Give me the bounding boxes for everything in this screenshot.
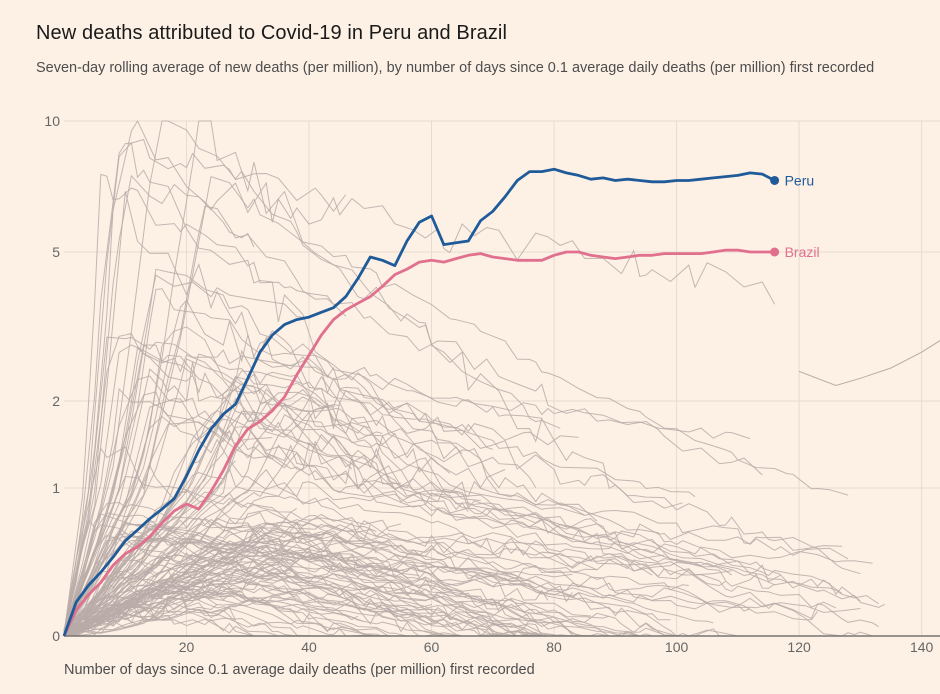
country-line [64, 528, 879, 635]
x-tick-label: 40 [301, 639, 317, 655]
series-end-dot-peru [770, 175, 780, 185]
country-line [63, 391, 451, 637]
country-line [63, 512, 873, 631]
background-country-lines [63, 119, 940, 637]
country-line [63, 589, 304, 637]
x-tick-label: 80 [546, 639, 562, 655]
y-tick-label: 5 [52, 244, 60, 260]
country-line [63, 274, 316, 637]
country-line [63, 585, 365, 637]
country-line [63, 531, 689, 637]
country-line [63, 397, 843, 635]
country-line [63, 268, 463, 636]
country-line [63, 409, 879, 633]
x-axis-label: Number of days since 0.1 average daily d… [64, 662, 535, 678]
axes: 0 1 2 5 10 20 40 60 80 100 120 140 [44, 113, 940, 655]
country-line [63, 564, 591, 637]
country-line [63, 361, 537, 637]
country-line [63, 175, 849, 637]
country-line [798, 340, 940, 387]
x-tick-label: 60 [424, 639, 440, 655]
country-line [63, 491, 377, 634]
country-line [63, 467, 837, 636]
country-line [63, 404, 340, 637]
y-tick-label: 0 [52, 628, 60, 644]
country-line [63, 375, 781, 635]
country-line [63, 375, 653, 637]
country-line [63, 370, 696, 637]
country-line [63, 409, 727, 636]
series-label-brazil: Brazil [785, 244, 820, 260]
x-tick-label: 120 [787, 639, 811, 655]
series-line-brazil [62, 248, 775, 637]
chart-subtitle: Seven-day rolling average of new deaths … [36, 60, 875, 76]
x-tick-label: 20 [179, 639, 195, 655]
country-line [63, 391, 726, 637]
series-label-peru: Peru [785, 172, 815, 188]
country-line [63, 596, 683, 637]
country-line [63, 138, 347, 635]
country-line [63, 288, 493, 635]
x-tick-label: 140 [910, 639, 934, 655]
series-line-peru [62, 167, 776, 637]
series-layer: Brazil Peru [62, 167, 820, 637]
country-line [63, 418, 481, 637]
country-line [63, 344, 579, 637]
y-tick-label: 10 [44, 113, 60, 129]
country-line [63, 119, 255, 636]
country-line [63, 120, 861, 631]
country-line [63, 527, 714, 636]
country-line [63, 191, 873, 637]
country-line [63, 410, 665, 634]
country-line [63, 435, 861, 636]
country-line [63, 469, 849, 635]
country-line [63, 174, 776, 632]
country-line [63, 569, 218, 633]
y-tick-label: 2 [52, 393, 60, 409]
x-tick-label: 100 [665, 639, 689, 655]
series-end-dot-brazil [770, 247, 780, 257]
y-tick-label: 1 [52, 480, 60, 496]
country-line [64, 555, 573, 637]
chart-title: New deaths attributed to Covid-19 in Per… [36, 22, 508, 44]
country-line [63, 141, 598, 632]
country-line [63, 576, 469, 637]
country-line [63, 532, 389, 637]
country-line [63, 173, 763, 635]
country-line [63, 541, 297, 637]
